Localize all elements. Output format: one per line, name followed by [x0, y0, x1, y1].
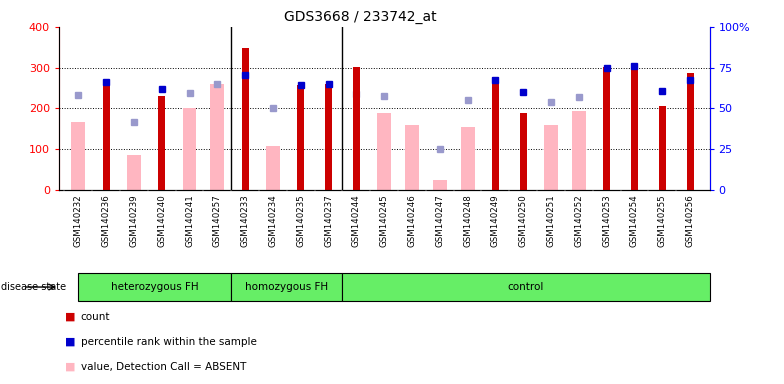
Bar: [377, 113, 391, 190]
Bar: [158, 96, 165, 190]
Bar: [71, 121, 85, 190]
Bar: [241, 48, 249, 190]
Bar: [343, 273, 710, 301]
Bar: [631, 65, 638, 190]
Text: GSM140236: GSM140236: [102, 194, 111, 247]
Text: GSM140253: GSM140253: [602, 194, 612, 247]
Text: GSM140256: GSM140256: [685, 194, 695, 247]
Text: GDS3668 / 233742_at: GDS3668 / 233742_at: [285, 10, 437, 23]
Text: GSM140235: GSM140235: [296, 194, 305, 247]
Text: value, Detection Call = ABSENT: value, Detection Call = ABSENT: [81, 362, 246, 372]
Bar: [572, 111, 586, 190]
Bar: [520, 113, 527, 190]
Bar: [78, 273, 231, 301]
Bar: [492, 77, 499, 190]
Bar: [687, 73, 694, 190]
Text: percentile rank within the sample: percentile rank within the sample: [81, 337, 256, 347]
Text: heterozygous FH: heterozygous FH: [111, 282, 198, 292]
Bar: [127, 155, 141, 190]
Bar: [266, 146, 280, 190]
Text: GSM140257: GSM140257: [212, 194, 222, 247]
Text: ■: ■: [65, 312, 75, 322]
Bar: [183, 109, 197, 190]
Text: GSM140241: GSM140241: [185, 194, 194, 247]
Bar: [353, 67, 360, 190]
Text: disease state: disease state: [1, 282, 66, 292]
Bar: [433, 180, 447, 190]
Text: GSM140255: GSM140255: [658, 194, 666, 247]
Text: GSM140240: GSM140240: [157, 194, 166, 247]
Text: GSM140247: GSM140247: [435, 194, 445, 247]
Bar: [461, 127, 474, 190]
Text: GSM140251: GSM140251: [546, 194, 556, 247]
Text: GSM140250: GSM140250: [519, 194, 528, 247]
Text: ■: ■: [65, 362, 75, 372]
Bar: [603, 67, 610, 190]
Text: GSM140246: GSM140246: [408, 194, 416, 247]
Text: homozygous FH: homozygous FH: [245, 282, 328, 292]
Bar: [210, 84, 224, 190]
Bar: [544, 125, 558, 190]
Bar: [297, 85, 304, 190]
Text: GSM140244: GSM140244: [352, 194, 361, 247]
Text: GSM140248: GSM140248: [463, 194, 472, 247]
Text: GSM140233: GSM140233: [241, 194, 249, 247]
Bar: [103, 84, 110, 190]
Text: GSM140245: GSM140245: [379, 194, 389, 247]
Bar: [405, 125, 419, 190]
Text: GSM140237: GSM140237: [324, 194, 333, 247]
Text: GSM140234: GSM140234: [268, 194, 278, 247]
Text: GSM140249: GSM140249: [491, 194, 500, 247]
Bar: [659, 106, 666, 190]
Text: ■: ■: [65, 337, 75, 347]
Text: GSM140254: GSM140254: [630, 194, 639, 247]
Text: count: count: [81, 312, 111, 322]
Text: GSM140239: GSM140239: [129, 194, 139, 247]
Text: GSM140252: GSM140252: [575, 194, 583, 247]
Text: control: control: [508, 282, 544, 292]
Bar: [325, 84, 332, 190]
Bar: [231, 273, 343, 301]
Text: GSM140232: GSM140232: [74, 194, 83, 247]
